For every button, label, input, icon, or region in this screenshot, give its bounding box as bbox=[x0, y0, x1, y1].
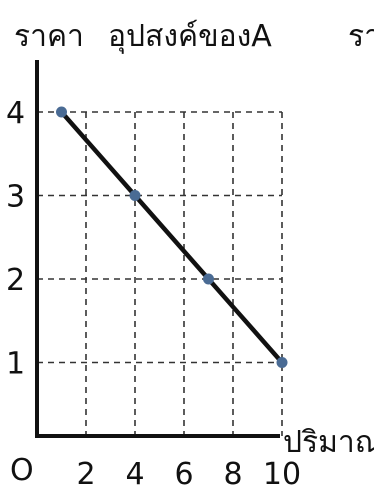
x-axis-label: ปริมาณ bbox=[283, 425, 374, 460]
x-tick-label-8: 8 bbox=[223, 457, 242, 492]
y-axis-label: ราคา bbox=[14, 19, 84, 54]
demand-curve-line bbox=[59, 109, 285, 365]
data-point-10-1 bbox=[276, 357, 288, 368]
axes bbox=[35, 60, 280, 438]
chart-title: อุปสงค์ของA bbox=[108, 19, 272, 55]
data-point-7-2 bbox=[203, 273, 214, 285]
x-tick-label-10: 10 bbox=[263, 457, 301, 492]
y-tick-label-1: 1 bbox=[6, 347, 25, 382]
x-tick-label-6: 6 bbox=[174, 457, 193, 492]
grid bbox=[37, 111, 283, 436]
data-point-1-4 bbox=[56, 106, 67, 118]
data-point-4-3 bbox=[129, 190, 141, 201]
x-tick-label-2: 2 bbox=[76, 457, 95, 492]
y-tick-label-4: 4 bbox=[6, 96, 25, 131]
x-tick-label-4: 4 bbox=[125, 457, 144, 492]
y-tick-label-3: 3 bbox=[6, 180, 25, 215]
y-tick-label-2: 2 bbox=[6, 263, 25, 298]
origin-label: O bbox=[10, 453, 34, 488]
demand-curve-group bbox=[59, 109, 285, 365]
data-points bbox=[56, 106, 288, 368]
partial-next-chart-label: รา bbox=[348, 19, 374, 54]
